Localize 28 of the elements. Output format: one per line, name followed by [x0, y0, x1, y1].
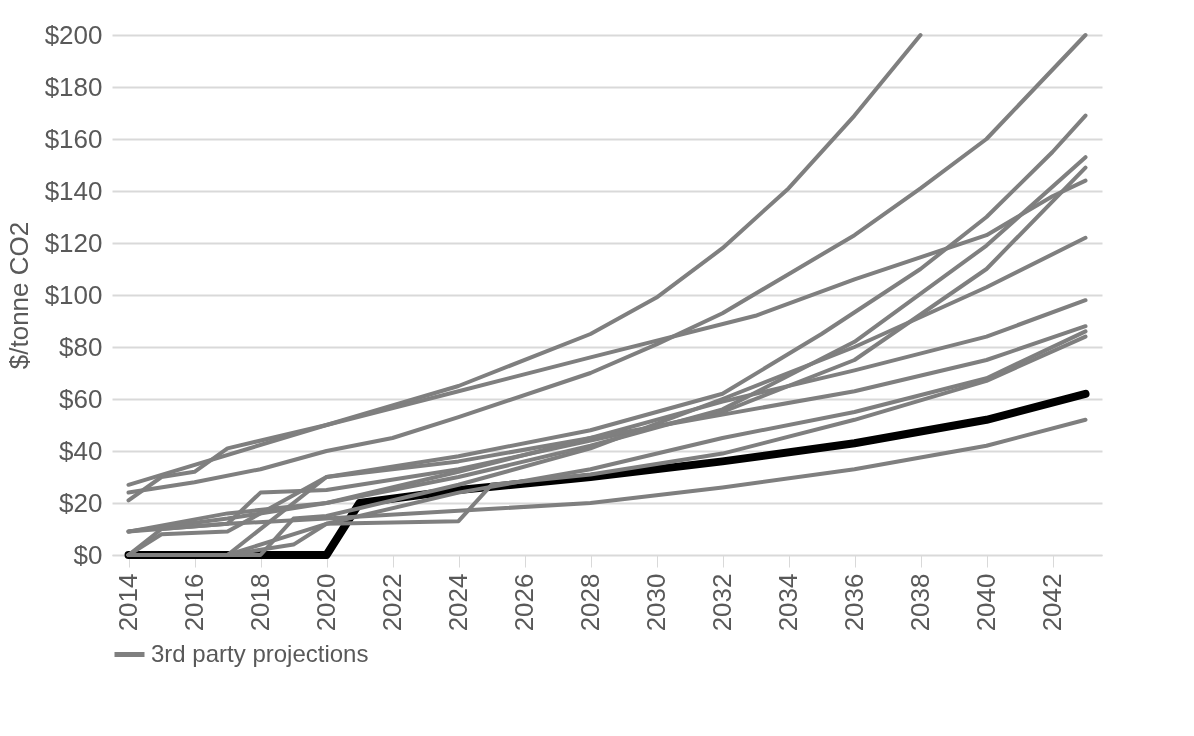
y-tick-label: $40	[59, 435, 103, 466]
x-tick-label: 2022	[377, 573, 407, 632]
x-tick-label: 2026	[509, 573, 539, 632]
x-tick-label: 2040	[971, 573, 1001, 632]
y-tick-label: $80	[59, 331, 103, 362]
y-tick-label: $60	[59, 383, 103, 414]
y-axis-title: $/tonne CO2	[3, 221, 34, 370]
legend-label: 3rd party projections	[151, 639, 369, 667]
y-tick-label: $160	[44, 123, 103, 154]
x-tick-label: 2016	[179, 573, 209, 632]
x-tick-label: 2038	[905, 573, 935, 632]
x-tick-label: 2030	[641, 573, 671, 632]
x-tick-label: 2034	[773, 573, 803, 632]
x-tick-label: 2024	[443, 573, 473, 632]
y-tick-label: $120	[44, 227, 103, 258]
y-tick-label: $180	[44, 71, 103, 102]
x-tick-label: 2014	[113, 573, 143, 632]
y-tick-label: $20	[59, 487, 103, 518]
x-tick-label: 2018	[245, 573, 275, 632]
x-tick-label: 2042	[1037, 573, 1067, 632]
y-tick-label: $140	[44, 175, 103, 206]
x-tick-label: 2036	[839, 573, 869, 632]
x-tick-label: 2032	[707, 573, 737, 632]
x-tick-label: 2028	[575, 573, 605, 632]
y-tick-label: $100	[44, 279, 103, 310]
y-tick-label: $200	[44, 19, 103, 50]
x-tick-label: 2020	[311, 573, 341, 632]
y-tick-label: $0	[73, 539, 103, 570]
